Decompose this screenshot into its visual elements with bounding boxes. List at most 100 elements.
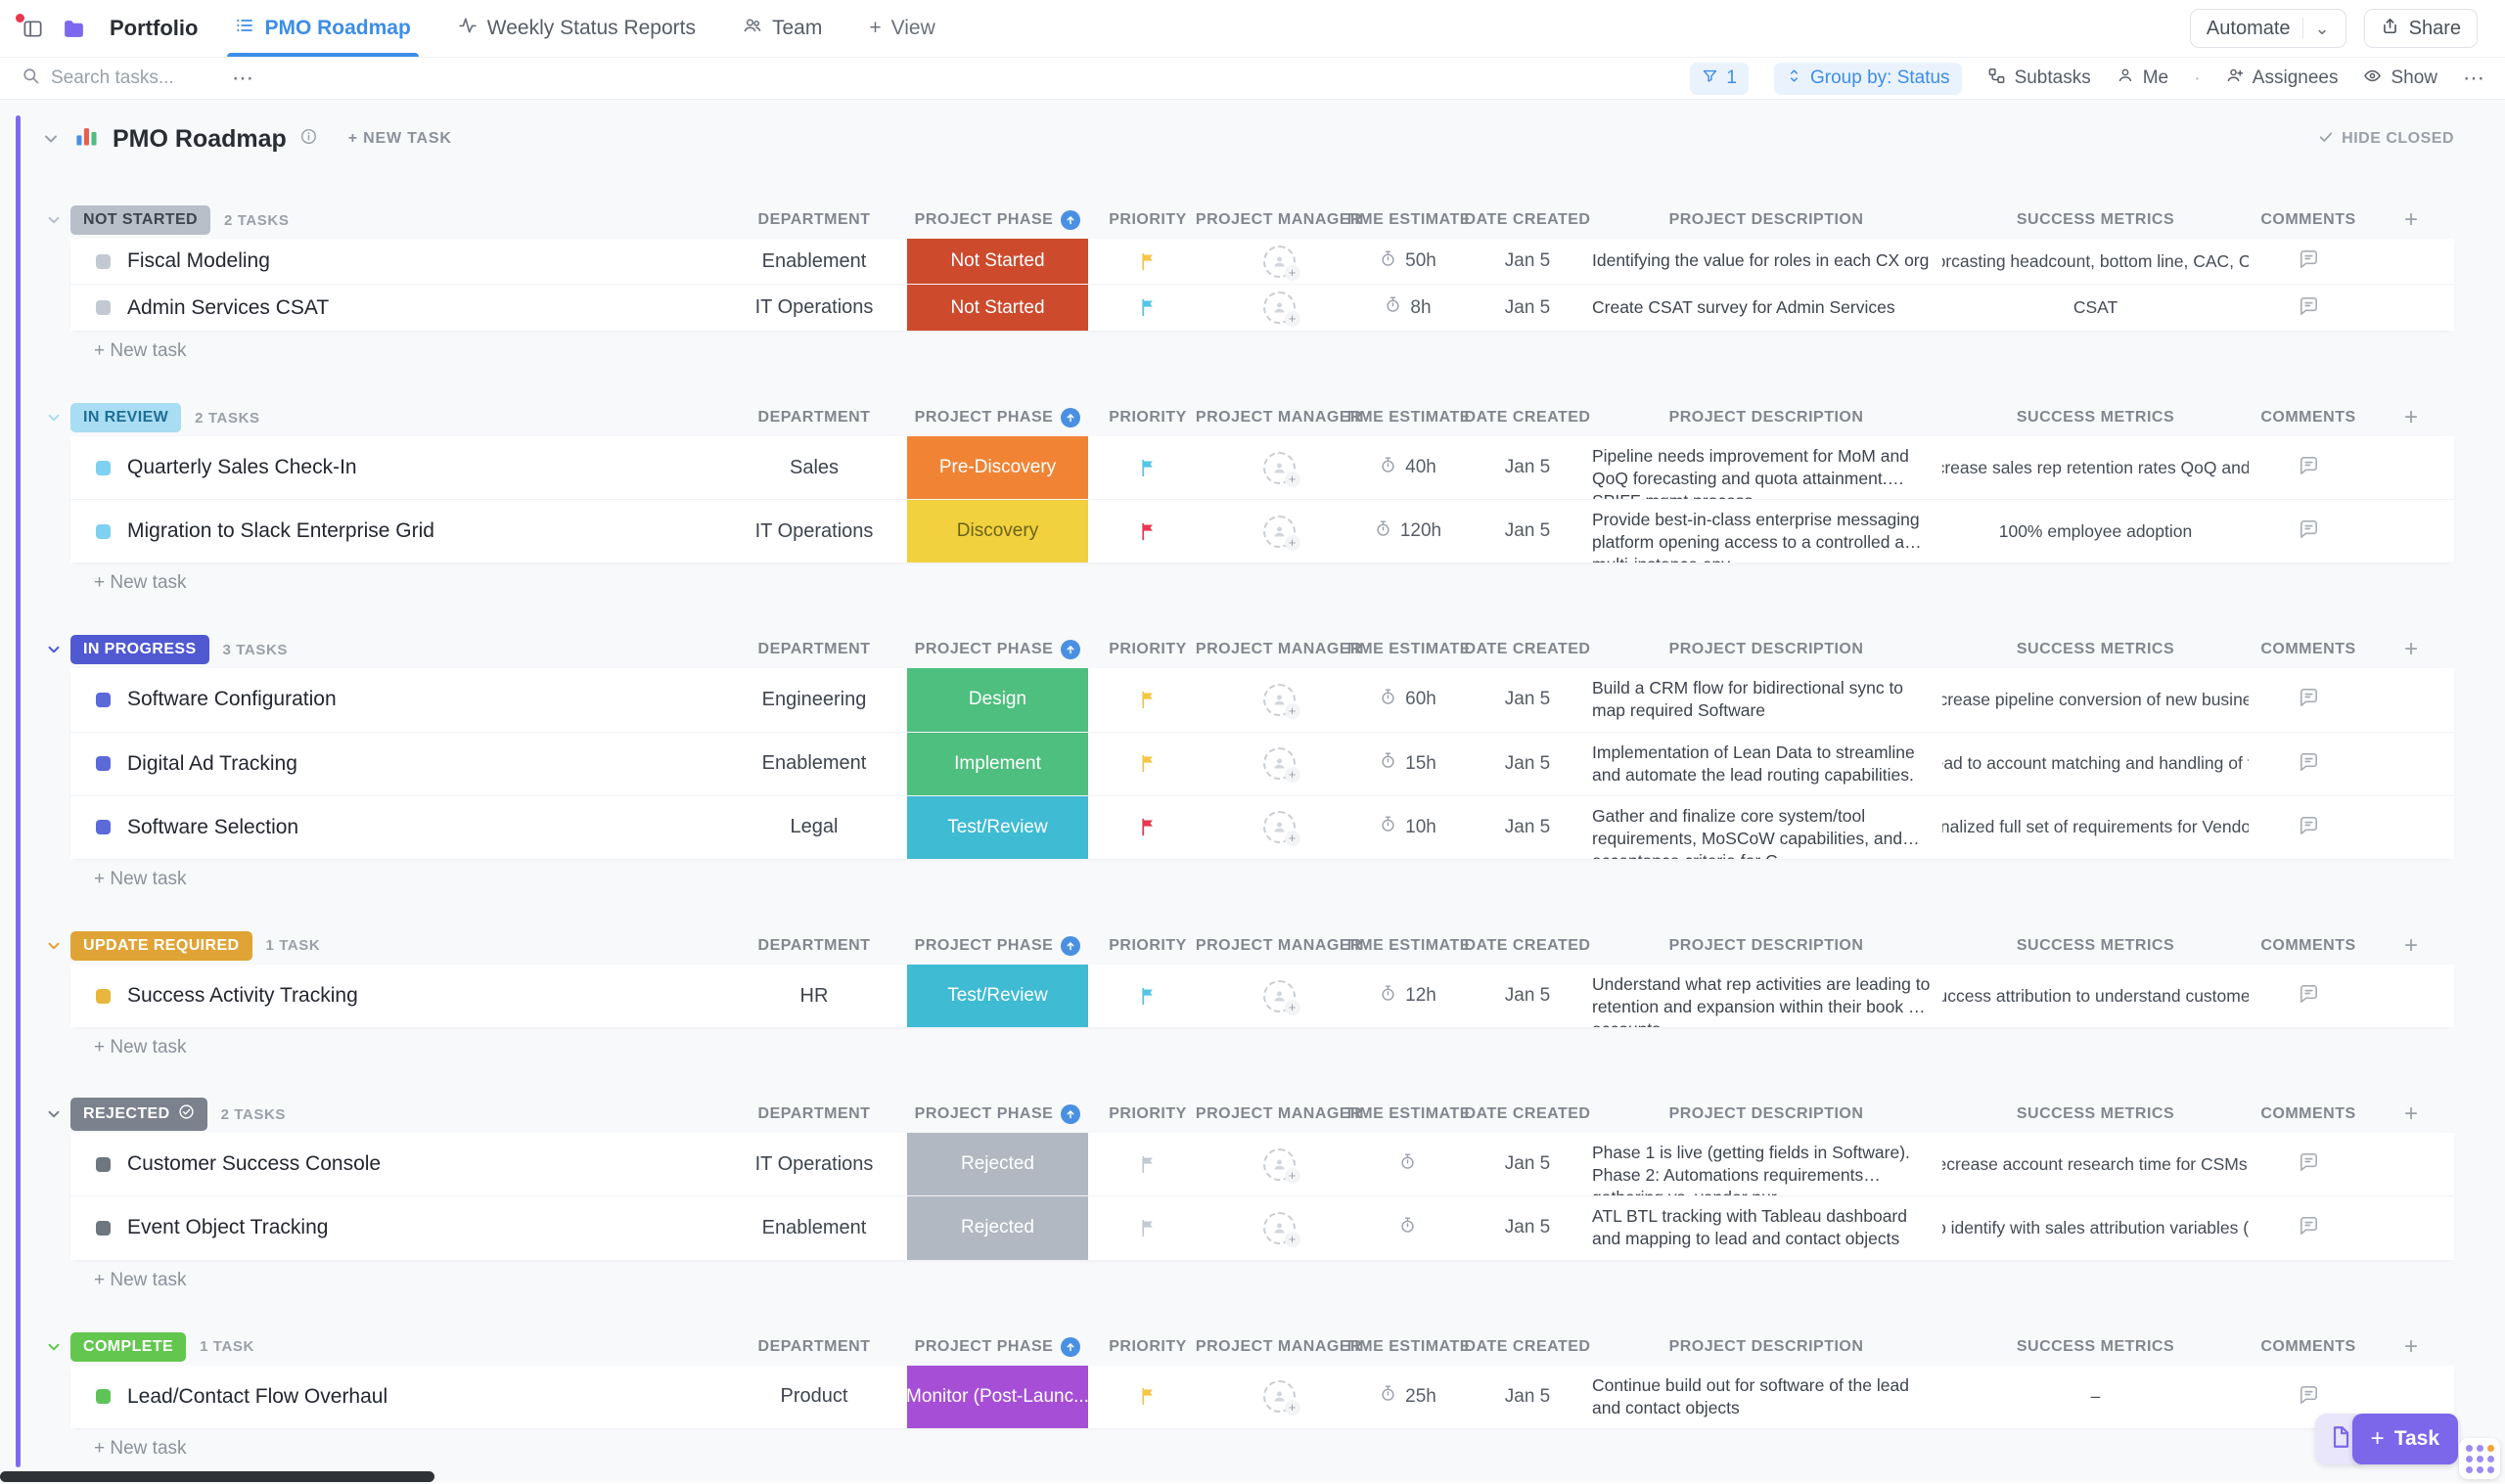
priority-cell[interactable] — [1088, 1366, 1207, 1428]
task-name[interactable]: Success Activity Tracking — [127, 984, 358, 1008]
column-header-comments[interactable]: COMMENTS — [2249, 1105, 2368, 1123]
task-name[interactable]: Event Object Tracking — [127, 1216, 328, 1239]
column-header-time-estimate[interactable]: TIME ESTIMATE — [1350, 211, 1465, 229]
project-phase-cell[interactable]: Test/Review — [907, 965, 1088, 1027]
tab-weekly-status-reports[interactable]: Weekly Status Reports — [454, 0, 700, 57]
column-header-comments[interactable]: COMMENTS — [2249, 641, 2368, 658]
show-button[interactable]: Show — [2363, 67, 2437, 91]
status-badge[interactable]: COMPLETE — [70, 1332, 186, 1362]
task-row[interactable]: Quarterly Sales Check-In Sales Pre-Disco… — [70, 436, 2454, 500]
column-header-comments[interactable]: COMMENTS — [2249, 1338, 2368, 1356]
column-header-department[interactable]: DEPARTMENT — [721, 1105, 907, 1123]
column-header-project-manager[interactable]: PROJECT MANAGER — [1207, 409, 1350, 427]
column-header-project-phase[interactable]: PROJECT PHASE — [907, 408, 1088, 427]
department-cell[interactable]: Legal — [721, 796, 907, 859]
info-icon[interactable] — [299, 127, 318, 151]
column-header-priority[interactable]: PRIORITY — [1088, 1338, 1207, 1356]
task-row[interactable]: Software Configuration Engineering Desig… — [70, 668, 2454, 732]
project-manager-cell[interactable]: + — [1207, 733, 1350, 795]
task-row[interactable]: Success Activity Tracking HR Test/Review… — [70, 965, 2454, 1027]
priority-cell[interactable] — [1088, 500, 1207, 562]
project-phase-cell[interactable]: Pre-Discovery — [907, 436, 1088, 499]
time-estimate-cell[interactable] — [1350, 1196, 1465, 1259]
column-header-project-manager[interactable]: PROJECT MANAGER — [1207, 1338, 1350, 1356]
time-estimate-cell[interactable]: 25h — [1350, 1366, 1465, 1428]
column-header-priority[interactable]: PRIORITY — [1088, 211, 1207, 229]
project-phase-cell[interactable]: Design — [907, 668, 1088, 731]
collapse-group-icon[interactable] — [45, 409, 63, 427]
success-metrics-cell[interactable]: Lead to account matching and handling of… — [1942, 733, 2249, 795]
column-header-success-metrics[interactable]: SUCCESS METRICS — [1942, 1105, 2249, 1123]
collapse-group-icon[interactable] — [45, 1105, 63, 1123]
add-task-button[interactable]: + New task — [70, 1260, 2454, 1293]
column-header-project-phase[interactable]: PROJECT PHASE — [907, 1337, 1088, 1357]
column-header-project-description[interactable]: PROJECT DESCRIPTION — [1590, 937, 1942, 955]
comments-cell[interactable] — [2249, 796, 2368, 859]
tab-pmo-roadmap[interactable]: PMO Roadmap — [231, 0, 414, 57]
project-manager-cell[interactable]: + — [1207, 796, 1350, 859]
column-header-time-estimate[interactable]: TIME ESTIMATE — [1350, 641, 1465, 658]
column-header-time-estimate[interactable]: TIME ESTIMATE — [1350, 937, 1465, 955]
column-header-date-created[interactable]: DATE CREATED — [1465, 409, 1590, 427]
success-metrics-cell[interactable]: Decrease account research time for CSMs … — [1942, 1133, 2249, 1195]
time-estimate-cell[interactable]: 40h — [1350, 436, 1465, 499]
avatar-placeholder[interactable]: + — [1263, 1212, 1296, 1244]
task-name[interactable]: Software Configuration — [127, 688, 337, 711]
hide-closed-button[interactable]: HIDE CLOSED — [2318, 129, 2454, 150]
priority-cell[interactable] — [1088, 733, 1207, 795]
project-description-cell[interactable]: Gather and finalize core system/tool req… — [1590, 796, 1942, 859]
success-metrics-cell[interactable]: Success attribution to understand custom… — [1942, 965, 2249, 1027]
task-status-icon[interactable] — [96, 989, 111, 1004]
column-header-date-created[interactable]: DATE CREATED — [1465, 1338, 1590, 1356]
column-header-date-created[interactable]: DATE CREATED — [1465, 211, 1590, 229]
project-description-cell[interactable]: Pipeline needs improvement for MoM and Q… — [1590, 436, 1942, 499]
status-badge[interactable]: UPDATE REQUIRED — [70, 931, 252, 961]
sort-ascending-icon[interactable] — [1061, 408, 1080, 427]
avatar-placeholder[interactable]: + — [1263, 811, 1296, 843]
project-phase-cell[interactable]: Discovery — [907, 500, 1088, 562]
comments-cell[interactable] — [2249, 1196, 2368, 1259]
task-row[interactable]: Fiscal Modeling Enablement Not Started +… — [70, 239, 2454, 285]
column-header-success-metrics[interactable]: SUCCESS METRICS — [1942, 409, 2249, 427]
project-description-cell[interactable]: ATL BTL tracking with Tableau dashboard … — [1590, 1196, 1942, 1259]
add-task-button[interactable]: + New task — [70, 1027, 2454, 1060]
add-column-icon[interactable]: + — [2368, 636, 2454, 663]
group-by-button[interactable]: Group by: Status — [1774, 63, 1962, 95]
add-task-button[interactable]: + New task — [70, 331, 2454, 364]
collapse-group-icon[interactable] — [45, 1338, 63, 1356]
column-header-project-description[interactable]: PROJECT DESCRIPTION — [1590, 409, 1942, 427]
task-name[interactable]: Digital Ad Tracking — [127, 752, 297, 776]
project-phase-cell[interactable]: Implement — [907, 733, 1088, 795]
add-view-button[interactable]: + View — [865, 0, 938, 57]
column-header-date-created[interactable]: DATE CREATED — [1465, 937, 1590, 955]
comments-cell[interactable] — [2249, 733, 2368, 795]
comments-cell[interactable] — [2249, 965, 2368, 1027]
sidebar-toggle-icon[interactable] — [22, 18, 44, 40]
column-header-project-manager[interactable]: PROJECT MANAGER — [1207, 1105, 1350, 1123]
priority-cell[interactable] — [1088, 796, 1207, 859]
project-phase-cell[interactable]: Not Started — [907, 239, 1088, 284]
column-header-project-manager[interactable]: PROJECT MANAGER — [1207, 937, 1350, 955]
filter-count-pill[interactable]: 1 — [1690, 63, 1749, 95]
task-status-icon[interactable] — [96, 254, 111, 269]
task-row[interactable]: Digital Ad Tracking Enablement Implement… — [70, 733, 2454, 796]
status-badge[interactable]: REJECTED — [70, 1098, 207, 1131]
task-name[interactable]: Migration to Slack Enterprise Grid — [127, 519, 434, 543]
project-manager-cell[interactable]: + — [1207, 1133, 1350, 1195]
project-description-cell[interactable]: Identifying the value for roles in each … — [1590, 241, 1942, 281]
time-estimate-cell[interactable]: 8h — [1350, 285, 1465, 331]
time-estimate-cell[interactable]: 60h — [1350, 668, 1465, 731]
project-phase-cell[interactable]: Test/Review — [907, 796, 1088, 859]
project-manager-cell[interactable]: + — [1207, 1196, 1350, 1259]
column-header-success-metrics[interactable]: SUCCESS METRICS — [1942, 641, 2249, 658]
horizontal-scrollbar[interactable] — [0, 1471, 434, 1482]
column-header-date-created[interactable]: DATE CREATED — [1465, 1105, 1590, 1123]
column-header-project-description[interactable]: PROJECT DESCRIPTION — [1590, 211, 1942, 229]
department-cell[interactable]: Enablement — [721, 733, 907, 795]
department-cell[interactable]: HR — [721, 965, 907, 1027]
column-header-project-description[interactable]: PROJECT DESCRIPTION — [1590, 1338, 1942, 1356]
collapse-group-icon[interactable] — [45, 937, 63, 955]
project-phase-cell[interactable]: Not Started — [907, 285, 1088, 331]
column-header-department[interactable]: DEPARTMENT — [721, 641, 907, 658]
task-status-icon[interactable] — [96, 300, 111, 315]
